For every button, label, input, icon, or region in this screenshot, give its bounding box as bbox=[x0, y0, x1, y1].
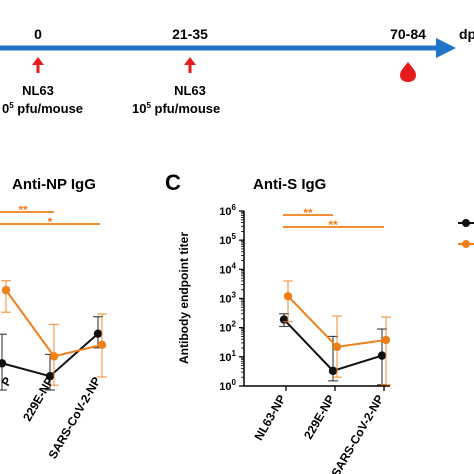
panel-c-series bbox=[279, 280, 391, 386]
panel-c-letter: C bbox=[165, 170, 181, 195]
infection-arrow-2 bbox=[184, 57, 196, 73]
panel-b-point-black bbox=[93, 329, 103, 338]
infection-arrow-1 bbox=[32, 57, 44, 73]
infection-2-label: NL63 bbox=[174, 83, 206, 98]
timeline: 0 21-35 70-84 dp NL63 05 pfu/mouse NL63 … bbox=[0, 26, 474, 116]
y-tick-label: 101 bbox=[219, 349, 236, 364]
infection-2-dose: 105 pfu/mouse bbox=[132, 101, 220, 116]
panel-c-xtick-nl63: NL63-NP bbox=[251, 393, 288, 443]
y-tick-label: 100 bbox=[219, 378, 236, 393]
panel-c-x-labels: NL63-NP 229E-NP SARS-CoV-2-NP bbox=[251, 393, 386, 474]
legend-entry-black bbox=[458, 219, 474, 227]
panel-c-point-black bbox=[377, 351, 387, 360]
panel-b-sig-label-2: * bbox=[48, 215, 53, 229]
legend bbox=[458, 219, 474, 248]
panel-c-ylabel: Antibody endpoint titer bbox=[177, 232, 191, 364]
legend-entry-orange bbox=[458, 240, 474, 248]
panel-c-y-ticks: 100 101 102 103 104 105 106 bbox=[219, 203, 244, 393]
timepoint-70-84: 70-84 bbox=[390, 26, 426, 42]
panel-c-point-orange bbox=[332, 342, 342, 352]
panel-c-x-ticks bbox=[285, 386, 385, 391]
panel-c-xtick-229e: 229E-NP bbox=[301, 393, 337, 442]
timepoint-0: 0 bbox=[34, 26, 42, 42]
infection-1-label: NL63 bbox=[22, 83, 54, 98]
timepoint-21-35: 21-35 bbox=[172, 26, 208, 42]
panel-b-title: Anti-NP IgG bbox=[12, 176, 96, 193]
y-tick-label: 105 bbox=[219, 232, 236, 247]
panel-b-point-orange bbox=[1, 285, 11, 295]
panel-c: C Anti-S IgG Antibody endpoint titer 100… bbox=[165, 170, 474, 474]
panel-c-significance: ** ** bbox=[283, 206, 384, 232]
y-tick-label: 104 bbox=[219, 261, 236, 276]
infection-1-dose: 05 pfu/mouse bbox=[2, 101, 83, 116]
panel-b-significance: ** * bbox=[0, 203, 100, 229]
panel-b: Anti-NP IgG ** * P 229E-NP SARS-CoV-2-NP bbox=[0, 176, 107, 461]
panel-b-xtick-229e: 229E-NP bbox=[20, 375, 56, 424]
panel-c-point-orange bbox=[283, 291, 293, 301]
panel-c-point-black bbox=[279, 315, 289, 324]
y-tick-label: 106 bbox=[219, 203, 236, 218]
y-tick-label: 103 bbox=[219, 291, 236, 306]
panel-c-point-orange bbox=[381, 335, 391, 345]
blood-drop-icon bbox=[400, 62, 416, 82]
panel-b-point-black bbox=[0, 359, 7, 368]
panel-c-point-black bbox=[328, 366, 338, 376]
panel-b-series bbox=[0, 280, 107, 391]
panel-c-title: Anti-S IgG bbox=[253, 176, 326, 193]
y-tick-label: 102 bbox=[219, 320, 236, 335]
panel-b-sig-label-1: ** bbox=[18, 203, 28, 217]
panel-b-x-labels: P 229E-NP SARS-CoV-2-NP bbox=[0, 375, 104, 462]
timeline-arrow-head bbox=[436, 38, 456, 58]
panel-b-point-orange bbox=[49, 352, 59, 361]
panel-c-sig-label-2: ** bbox=[328, 218, 338, 232]
panel-c-xtick-sars: SARS-CoV-2-NP bbox=[328, 393, 386, 474]
panel-c-sig-label-1: ** bbox=[303, 206, 313, 220]
panel-b-point-orange bbox=[97, 340, 107, 350]
timeline-unit: dp bbox=[459, 26, 474, 42]
panel-b-point-black bbox=[45, 371, 55, 381]
panel-b-xtick-sars: SARS-CoV-2-NP bbox=[45, 375, 103, 462]
